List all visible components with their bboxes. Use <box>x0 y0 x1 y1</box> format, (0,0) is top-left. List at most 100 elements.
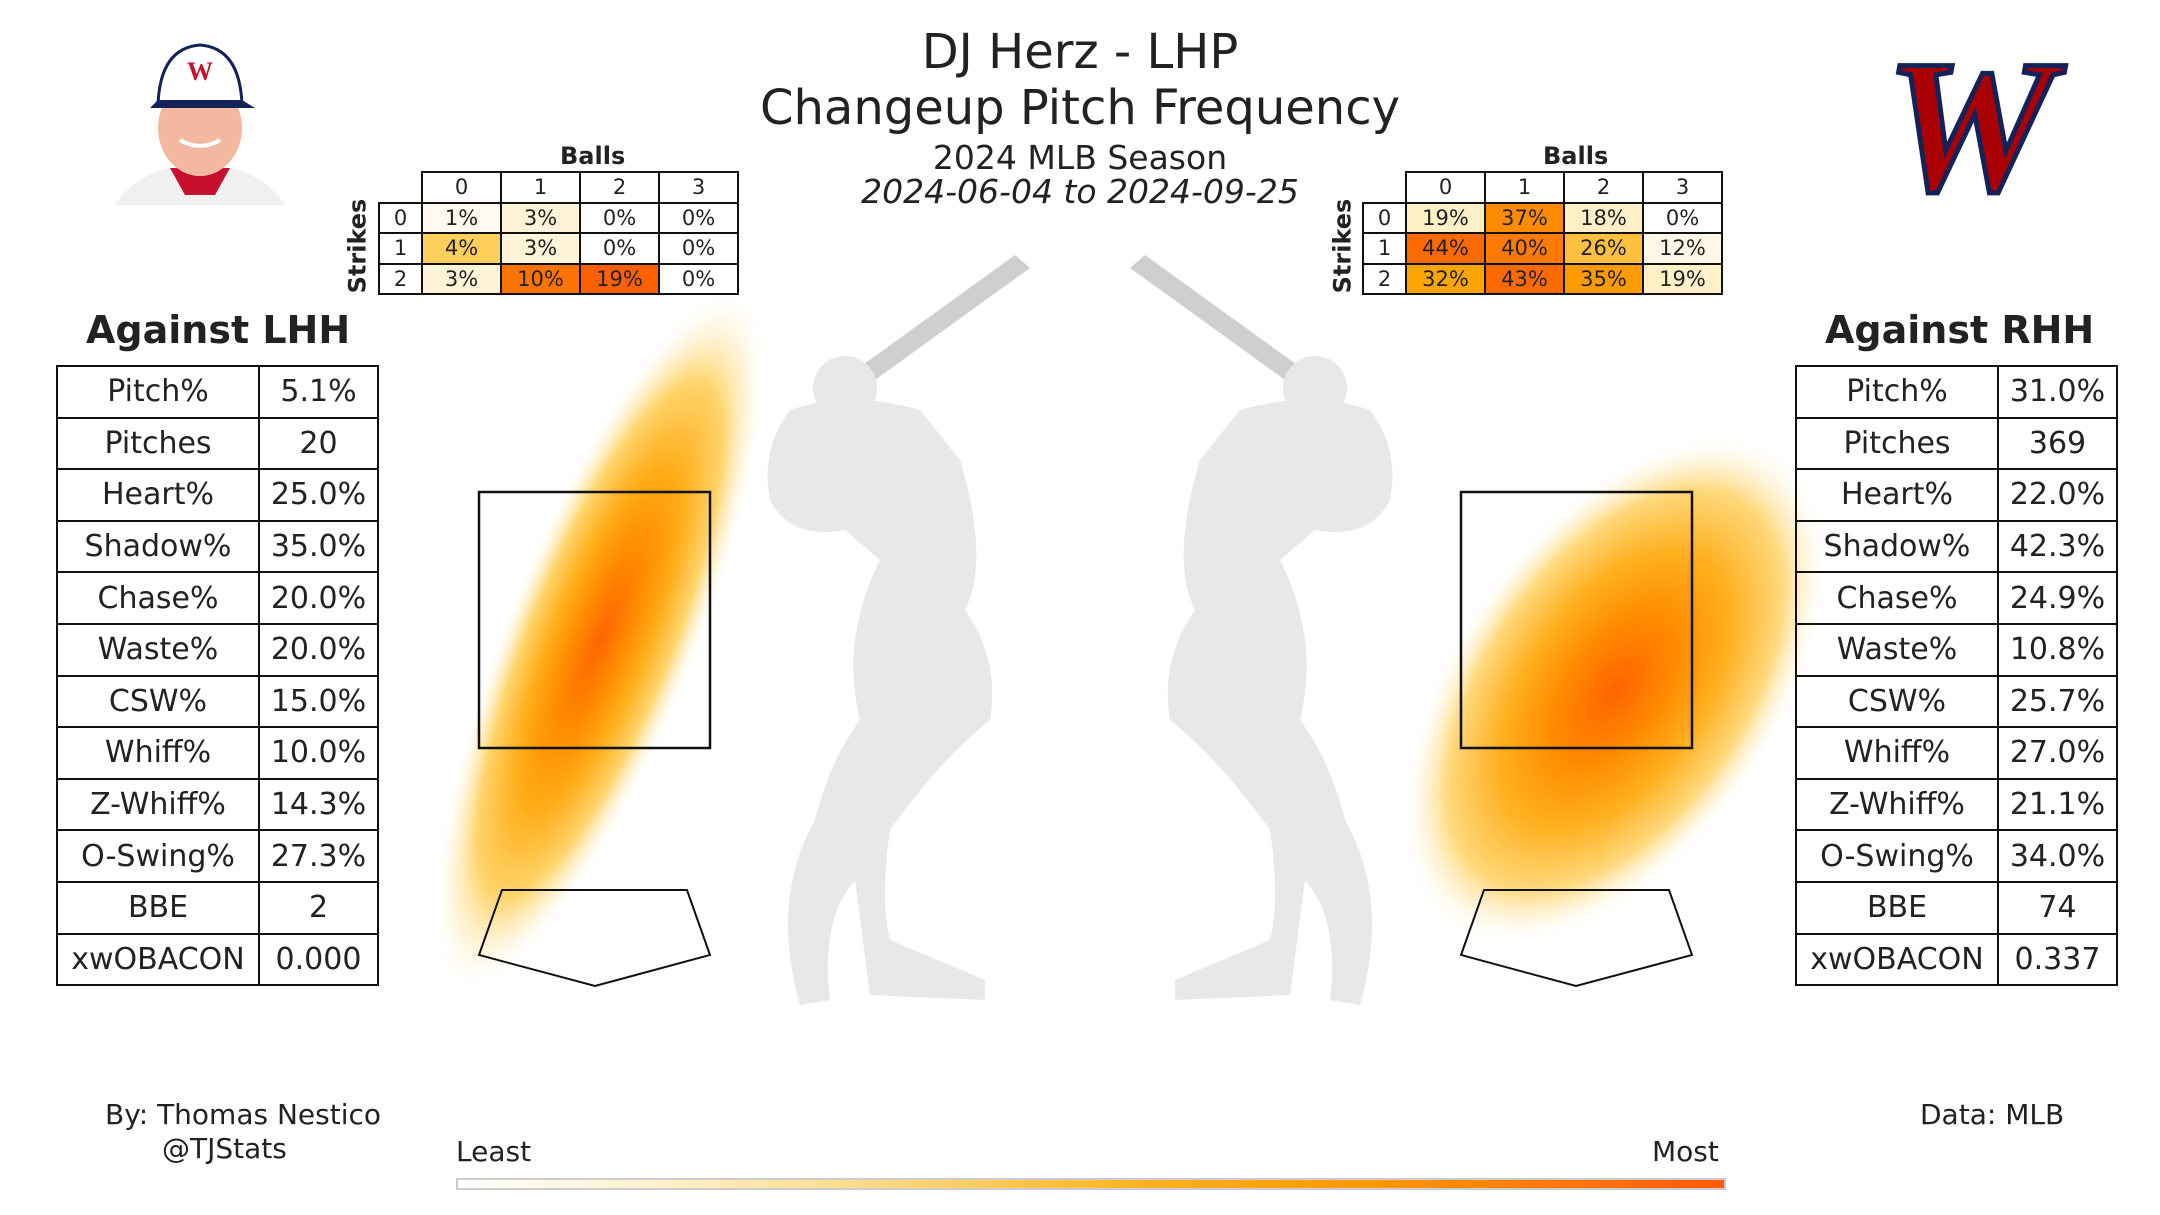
stat-row: BBE 74 <box>1795 880 2118 935</box>
stat-value: 14.3% <box>258 777 379 832</box>
count-row-header: 0 <box>378 201 423 234</box>
count-cell: 35% <box>1563 262 1644 295</box>
stat-label: Pitches <box>56 416 260 471</box>
stat-value: 34.0% <box>1997 829 2118 883</box>
stat-row: Whiff% 10.0% <box>56 726 379 780</box>
count-cell: 19% <box>579 262 660 295</box>
count-col-header: 0 <box>421 171 502 204</box>
count-cell: 0% <box>658 232 739 265</box>
rhh-home-plate <box>1459 889 1694 988</box>
count-cell: 0% <box>658 201 739 234</box>
stat-row: Waste% 20.0% <box>56 622 379 677</box>
rhh-stats-table: Pitch% 31.0% Pitches 369 Heart% 22.0% Shadow% 4… <box>1795 365 2118 987</box>
count-row-header: 2 <box>1362 262 1407 295</box>
count-cell: 19% <box>1405 201 1486 234</box>
stat-label: Pitch% <box>56 365 260 419</box>
chart-subtitle: Changeup Pitch Frequency <box>759 80 1400 136</box>
stat-label: Chase% <box>1795 571 1999 625</box>
rhh-count-table: 0 1 2 3 0 19% 37% 18% 0% 1 44% 40% 26% 12% 2 32% 43% 35% 1… <box>1362 171 1723 295</box>
stat-row: Shadow% 35.0% <box>56 519 379 574</box>
stat-row: Whiff% 27.0% <box>1795 726 2118 780</box>
count-cell: 40% <box>1484 232 1565 265</box>
stat-value: 10.8% <box>1997 622 2118 677</box>
stat-value: 24.9% <box>1997 571 2118 625</box>
stat-value: 2 <box>258 880 379 935</box>
count-cell: 1% <box>421 201 502 234</box>
stat-value: 15.0% <box>258 674 379 729</box>
count-cell: 3% <box>500 232 581 265</box>
stat-value: 0.000 <box>258 932 379 987</box>
stat-value: 10.0% <box>258 726 379 780</box>
rhh-batter-silhouette-icon <box>1130 255 1393 1005</box>
stat-label: Heart% <box>1795 468 1999 522</box>
stat-label: CSW% <box>1795 674 1999 729</box>
count-col-header: 3 <box>1642 171 1723 204</box>
stat-label: Whiff% <box>56 726 260 780</box>
count-row: 0 1% 3% 0% 0% <box>378 201 739 234</box>
stat-label: O-Swing% <box>56 829 260 883</box>
author-credit: By: Thomas Nestico <box>105 1098 382 1131</box>
count-cell: 3% <box>421 262 502 295</box>
stat-row: Pitch% 5.1% <box>56 365 379 419</box>
stat-label: Z-Whiff% <box>56 777 260 832</box>
count-row: 0 19% 37% 18% 0% <box>1362 201 1723 234</box>
svg-text:W: W <box>1886 22 2067 232</box>
colorbar <box>456 1178 1726 1190</box>
count-row-header: 0 <box>1362 201 1407 234</box>
lhh-strikes-label: Strikes <box>343 198 372 294</box>
stat-label: Chase% <box>56 571 260 625</box>
count-row: 1 4% 3% 0% 0% <box>378 232 739 265</box>
author-handle: @TJStats <box>162 1132 287 1165</box>
season-label: 2024 MLB Season <box>932 138 1228 177</box>
stat-label: Z-Whiff% <box>1795 777 1999 832</box>
count-cell: 0% <box>1642 201 1723 234</box>
count-cell: 18% <box>1563 201 1644 234</box>
rhh-strike-zone <box>1459 490 1694 750</box>
count-corner <box>379 172 422 203</box>
stat-value: 21.1% <box>1997 777 2118 832</box>
stat-label: xwOBACON <box>1795 932 1999 987</box>
count-row: 1 44% 40% 26% 12% <box>1362 232 1723 265</box>
count-col-header: 1 <box>500 171 581 204</box>
count-cell: 0% <box>658 262 739 295</box>
count-cell: 43% <box>1484 262 1565 295</box>
stat-value: 31.0% <box>1997 365 2118 419</box>
stat-value: 20.0% <box>258 571 379 625</box>
stat-row: Heart% 25.0% <box>56 468 379 522</box>
stat-value: 20 <box>258 416 379 471</box>
stat-value: 74 <box>1997 880 2118 935</box>
stat-label: Waste% <box>1795 622 1999 677</box>
stat-value: 20.0% <box>258 622 379 677</box>
stat-row: Pitch% 31.0% <box>1795 365 2118 419</box>
count-col-header: 2 <box>1563 171 1644 204</box>
stat-label: CSW% <box>56 674 260 729</box>
count-row: 2 3% 10% 19% 0% <box>378 262 739 295</box>
stat-label: Shadow% <box>1795 519 1999 574</box>
player-headshot-icon: W <box>115 43 285 205</box>
stat-label: Whiff% <box>1795 726 1999 780</box>
count-cell: 26% <box>1563 232 1644 265</box>
rhh-balls-label: Balls <box>1543 142 1609 170</box>
stat-row: CSW% 25.7% <box>1795 674 2118 729</box>
lhh-title: Against LHH <box>86 308 351 352</box>
stat-row: Shadow% 42.3% <box>1795 519 2118 574</box>
count-row-header: 1 <box>1362 232 1407 265</box>
stat-row: O-Swing% 34.0% <box>1795 829 2118 883</box>
count-row-header: 1 <box>378 232 423 265</box>
lhh-count-table: 0 1 2 3 0 1% 3% 0% 0% 1 4% 3% 0% 0% 2 3% 10% 19% 0% <box>378 171 739 295</box>
stat-value: 0.337 <box>1997 932 2118 987</box>
count-col-header: 2 <box>579 171 660 204</box>
stat-label: Shadow% <box>56 519 260 574</box>
stat-value: 22.0% <box>1997 468 2118 522</box>
count-cell: 44% <box>1405 232 1486 265</box>
count-row-header: 2 <box>378 262 423 295</box>
chart-title: DJ Herz - LHP <box>921 24 1239 80</box>
stat-row: CSW% 15.0% <box>56 674 379 729</box>
lhh-balls-label: Balls <box>560 142 626 170</box>
svg-text:W: W <box>187 57 213 86</box>
stat-row: Waste% 10.8% <box>1795 622 2118 677</box>
stat-row: BBE 2 <box>56 880 379 935</box>
stat-row: Pitches 369 <box>1795 416 2118 471</box>
stat-label: Pitch% <box>1795 365 1999 419</box>
